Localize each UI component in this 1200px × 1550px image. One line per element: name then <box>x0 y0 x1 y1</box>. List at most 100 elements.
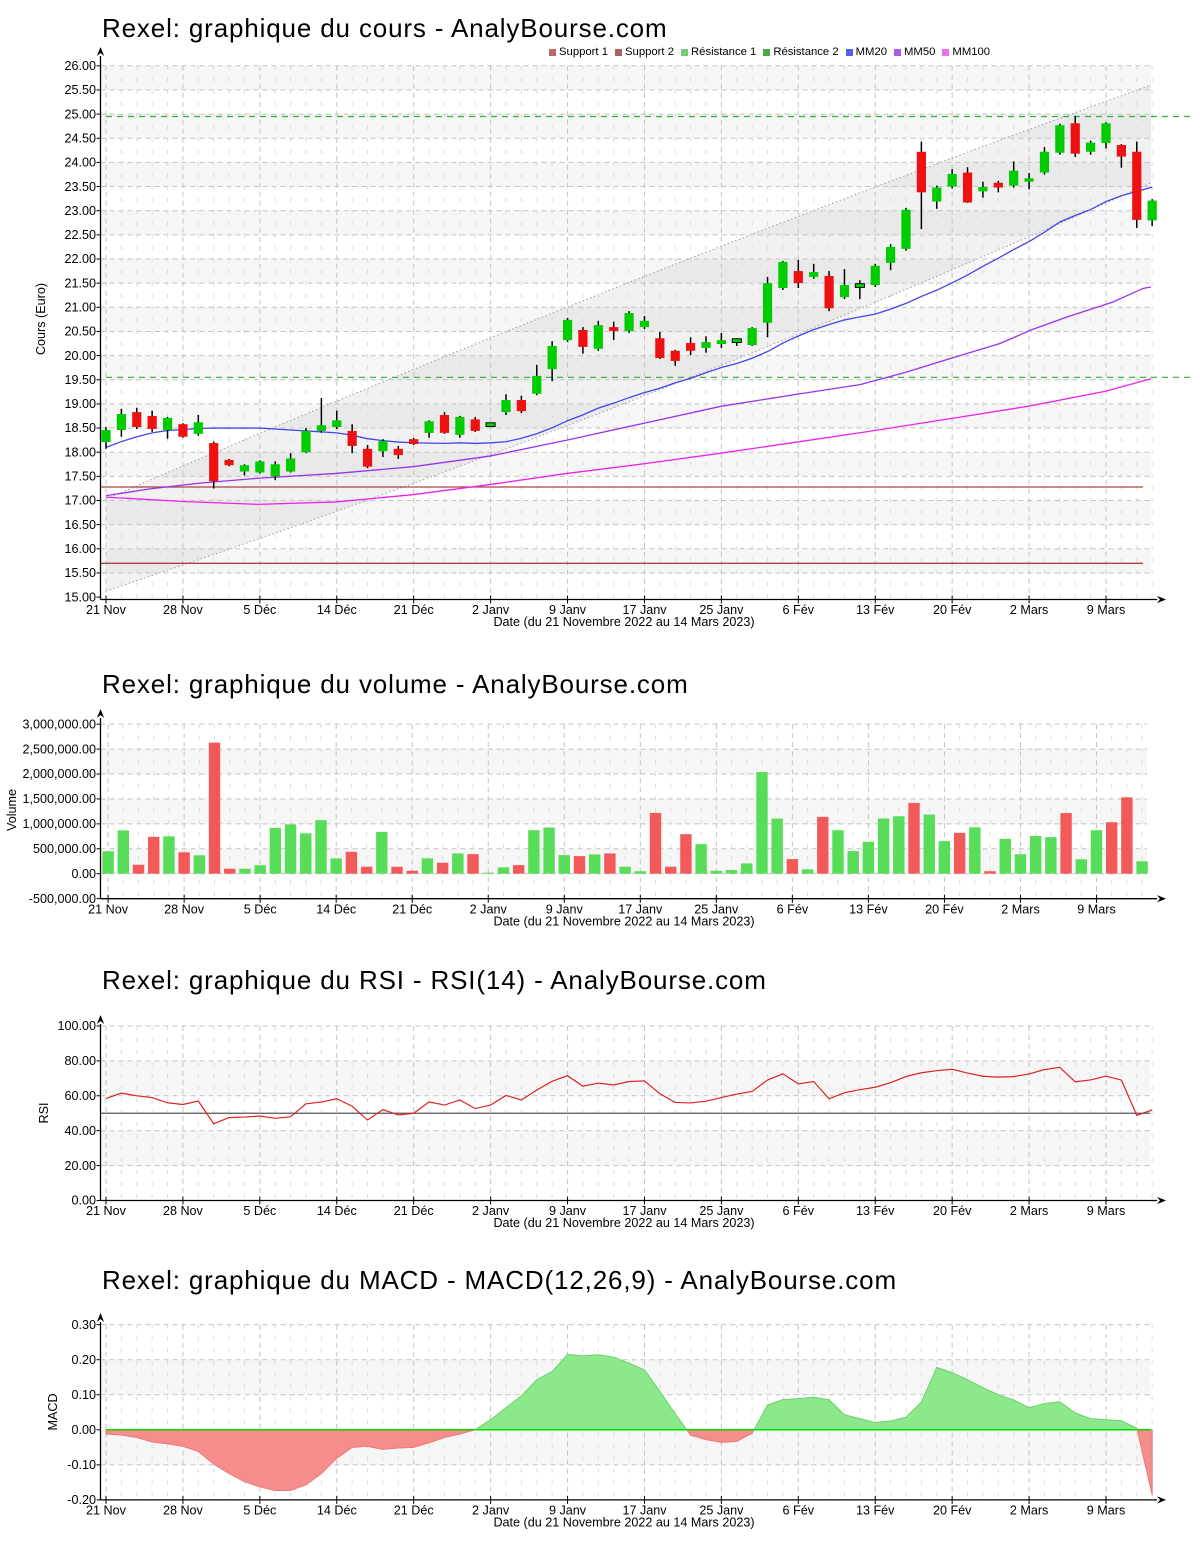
svg-text:21 Déc: 21 Déc <box>394 1504 434 1518</box>
svg-text:21 Nov: 21 Nov <box>88 902 129 916</box>
svg-text:28 Nov: 28 Nov <box>164 902 205 916</box>
svg-text:21 Nov: 21 Nov <box>86 1204 127 1218</box>
svg-text:20 Fév: 20 Fév <box>933 1504 972 1518</box>
svg-text:Volume: Volume <box>5 789 19 831</box>
svg-text:6 Fév: 6 Fév <box>783 1504 815 1518</box>
svg-text:25.50: 25.50 <box>64 83 96 97</box>
svg-text:25 Janv: 25 Janv <box>694 902 739 916</box>
svg-text:5 Déc: 5 Déc <box>243 1504 276 1518</box>
svg-text:22.50: 22.50 <box>64 228 96 242</box>
svg-text:20.50: 20.50 <box>64 325 96 339</box>
svg-text:3,000,000.00: 3,000,000.00 <box>22 717 96 731</box>
svg-text:28 Nov: 28 Nov <box>163 1204 204 1218</box>
svg-text:17 Janv: 17 Janv <box>622 603 667 617</box>
svg-text:0.20: 0.20 <box>71 1353 96 1367</box>
svg-text:13 Fév: 13 Fév <box>856 603 895 617</box>
svg-text:1,000,000.00: 1,000,000.00 <box>22 817 96 831</box>
svg-text:14 Déc: 14 Déc <box>317 1504 357 1518</box>
svg-text:25 Janv: 25 Janv <box>699 1204 744 1218</box>
svg-text:16.00: 16.00 <box>64 542 96 556</box>
svg-text:20 Fév: 20 Fév <box>925 902 964 916</box>
svg-text:15.00: 15.00 <box>64 590 96 604</box>
svg-text:13 Fév: 13 Fév <box>856 1204 895 1218</box>
svg-text:MACD: MACD <box>46 1393 60 1430</box>
svg-text:2 Janv: 2 Janv <box>472 603 510 617</box>
svg-text:2,000,000.00: 2,000,000.00 <box>22 767 96 781</box>
svg-text:14 Déc: 14 Déc <box>317 1204 357 1218</box>
svg-text:28 Nov: 28 Nov <box>163 1504 204 1518</box>
svg-text:13 Fév: 13 Fév <box>856 1504 895 1518</box>
svg-text:100.00: 100.00 <box>57 1019 96 1033</box>
svg-text:19.00: 19.00 <box>64 397 96 411</box>
svg-text:22.00: 22.00 <box>64 252 96 266</box>
svg-text:2 Janv: 2 Janv <box>470 902 508 916</box>
svg-text:-500,000.00: -500,000.00 <box>29 892 96 906</box>
svg-text:0.10: 0.10 <box>71 1388 96 1402</box>
svg-text:21 Nov: 21 Nov <box>86 1504 127 1518</box>
svg-text:40.00: 40.00 <box>64 1124 96 1138</box>
svg-text:17.50: 17.50 <box>64 470 96 484</box>
svg-text:25 Janv: 25 Janv <box>699 1504 744 1518</box>
svg-text:20 Fév: 20 Fév <box>933 603 972 617</box>
svg-text:23.00: 23.00 <box>64 204 96 218</box>
svg-text:80.00: 80.00 <box>64 1054 96 1068</box>
svg-text:21 Déc: 21 Déc <box>392 902 432 916</box>
svg-text:17 Janv: 17 Janv <box>622 1204 667 1218</box>
svg-text:6 Fév: 6 Fév <box>777 902 809 916</box>
svg-text:14 Déc: 14 Déc <box>316 902 356 916</box>
svg-text:9 Mars: 9 Mars <box>1087 1504 1126 1518</box>
svg-text:Cours (Euro): Cours (Euro) <box>34 283 48 355</box>
svg-text:-0.20: -0.20 <box>67 1493 96 1507</box>
svg-text:1,500,000.00: 1,500,000.00 <box>22 792 96 806</box>
svg-text:Date (du 21 Novembre 2022 au 1: Date (du 21 Novembre 2022 au 14 Mars 202… <box>493 914 754 928</box>
svg-text:RSI: RSI <box>37 1103 51 1124</box>
svg-text:16.50: 16.50 <box>64 518 96 532</box>
svg-text:20.00: 20.00 <box>64 349 96 363</box>
svg-text:Date (du 21 Novembre 2022 au 1: Date (du 21 Novembre 2022 au 14 Mars 202… <box>493 615 754 629</box>
svg-text:9 Mars: 9 Mars <box>1087 603 1126 617</box>
svg-text:6 Fév: 6 Fév <box>783 1204 815 1218</box>
svg-text:20.00: 20.00 <box>64 1159 96 1173</box>
svg-text:9 Mars: 9 Mars <box>1087 1204 1126 1218</box>
svg-text:28 Nov: 28 Nov <box>163 603 204 617</box>
svg-text:9 Mars: 9 Mars <box>1077 902 1116 916</box>
svg-text:2 Janv: 2 Janv <box>472 1504 510 1518</box>
svg-text:6 Fév: 6 Fév <box>783 603 815 617</box>
svg-text:21 Déc: 21 Déc <box>394 603 434 617</box>
svg-text:2 Mars: 2 Mars <box>1001 902 1040 916</box>
svg-text:9 Janv: 9 Janv <box>549 1504 587 1518</box>
svg-text:2 Mars: 2 Mars <box>1010 1504 1049 1518</box>
svg-text:0.30: 0.30 <box>71 1318 96 1332</box>
svg-text:21.50: 21.50 <box>64 276 96 290</box>
svg-text:2 Janv: 2 Janv <box>472 1204 510 1218</box>
svg-text:21 Déc: 21 Déc <box>394 1204 434 1218</box>
svg-text:21 Nov: 21 Nov <box>86 603 127 617</box>
svg-text:5 Déc: 5 Déc <box>244 902 277 916</box>
svg-text:24.50: 24.50 <box>64 131 96 145</box>
svg-text:60.00: 60.00 <box>64 1089 96 1103</box>
svg-text:9 Janv: 9 Janv <box>546 902 584 916</box>
svg-text:18.50: 18.50 <box>64 421 96 435</box>
svg-text:0.00: 0.00 <box>71 1194 96 1208</box>
svg-text:21.00: 21.00 <box>64 301 96 315</box>
svg-text:25 Janv: 25 Janv <box>699 603 744 617</box>
svg-text:17 Janv: 17 Janv <box>622 1504 667 1518</box>
svg-text:20 Fév: 20 Fév <box>933 1204 972 1218</box>
svg-text:19.50: 19.50 <box>64 373 96 387</box>
svg-text:14 Déc: 14 Déc <box>317 603 357 617</box>
svg-text:9 Janv: 9 Janv <box>549 603 587 617</box>
svg-text:24.00: 24.00 <box>64 156 96 170</box>
svg-text:5 Déc: 5 Déc <box>243 1204 276 1218</box>
svg-text:500,000.00: 500,000.00 <box>33 842 96 856</box>
svg-text:17.00: 17.00 <box>64 494 96 508</box>
svg-text:15.50: 15.50 <box>64 566 96 580</box>
svg-text:-0.10: -0.10 <box>67 1458 96 1472</box>
svg-text:18.00: 18.00 <box>64 445 96 459</box>
svg-text:0.00: 0.00 <box>71 1423 96 1437</box>
svg-text:2,500,000.00: 2,500,000.00 <box>22 742 96 756</box>
svg-text:13 Fév: 13 Fév <box>849 902 888 916</box>
svg-text:0.00: 0.00 <box>71 867 96 881</box>
svg-text:5 Déc: 5 Déc <box>243 603 276 617</box>
svg-text:23.50: 23.50 <box>64 180 96 194</box>
svg-text:2 Mars: 2 Mars <box>1010 1204 1049 1218</box>
